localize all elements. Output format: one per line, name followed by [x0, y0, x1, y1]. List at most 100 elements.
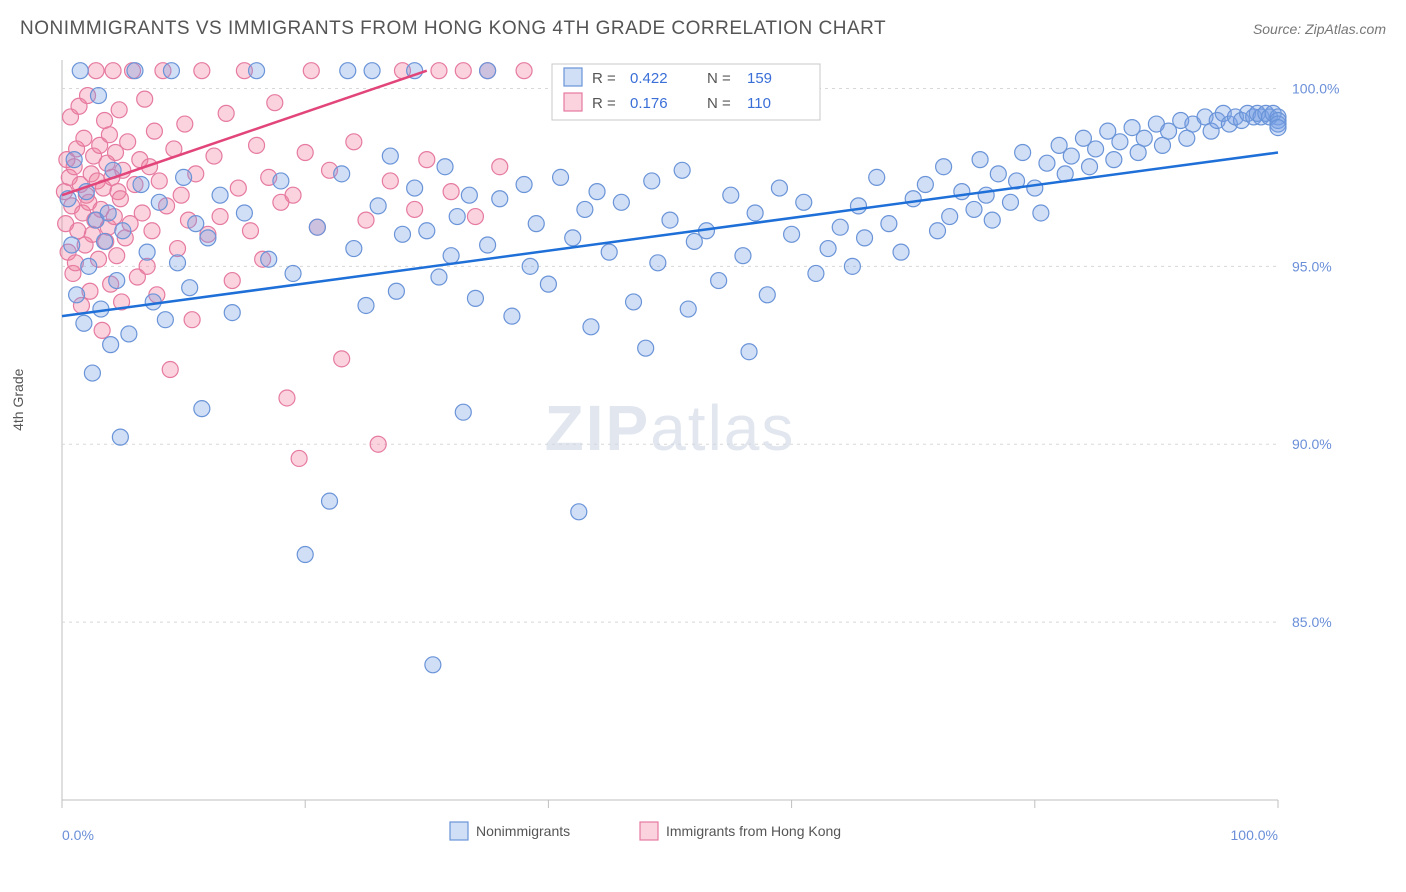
data-point: [407, 180, 423, 196]
y-tick-label: 90.0%: [1292, 436, 1332, 452]
series-legend-swatch: [450, 822, 468, 840]
data-point: [76, 130, 92, 146]
data-point: [796, 194, 812, 210]
chart-title: NONIMMIGRANTS VS IMMIGRANTS FROM HONG KO…: [20, 18, 886, 40]
data-point: [881, 216, 897, 232]
data-point: [1154, 137, 1170, 153]
data-point: [346, 241, 362, 257]
data-point: [170, 255, 186, 271]
data-point: [419, 223, 435, 239]
data-point: [230, 180, 246, 196]
data-point: [990, 166, 1006, 182]
source-name: ZipAtlas.com: [1305, 21, 1386, 37]
data-point: [340, 63, 356, 79]
data-point: [832, 219, 848, 235]
data-point: [103, 337, 119, 353]
data-point: [966, 201, 982, 217]
data-point: [236, 205, 252, 221]
data-point: [516, 177, 532, 193]
data-point: [771, 180, 787, 196]
data-point: [1179, 130, 1195, 146]
data-point: [224, 273, 240, 289]
data-point: [936, 159, 952, 175]
data-point: [84, 365, 100, 381]
data-point: [1063, 148, 1079, 164]
data-point: [285, 187, 301, 203]
data-point: [163, 63, 179, 79]
data-point: [218, 105, 234, 121]
data-point: [480, 237, 496, 253]
legend-r-label: R =: [592, 95, 616, 112]
data-point: [249, 63, 265, 79]
legend-swatch: [564, 93, 582, 111]
data-point: [431, 269, 447, 285]
data-point: [206, 148, 222, 164]
data-point: [69, 287, 85, 303]
data-point: [844, 258, 860, 274]
data-point: [139, 258, 155, 274]
legend-r-label: R =: [592, 70, 616, 87]
data-point: [601, 244, 617, 260]
data-point: [711, 273, 727, 289]
data-point: [242, 223, 258, 239]
data-point: [425, 657, 441, 673]
data-point: [954, 184, 970, 200]
legend-n-label: N =: [707, 95, 731, 112]
data-point: [407, 201, 423, 217]
data-point: [644, 173, 660, 189]
data-point: [139, 244, 155, 260]
data-point: [455, 404, 471, 420]
data-point: [893, 244, 909, 260]
data-point: [461, 187, 477, 203]
data-point: [170, 241, 186, 257]
data-point: [382, 148, 398, 164]
y-tick-label: 100.0%: [1292, 80, 1339, 96]
legend-r-value: 0.176: [630, 95, 668, 112]
data-point: [184, 312, 200, 328]
data-point: [101, 127, 117, 143]
data-point: [212, 209, 228, 225]
data-point: [358, 297, 374, 313]
data-point: [134, 205, 150, 221]
data-point: [1015, 145, 1031, 161]
data-point: [522, 258, 538, 274]
series-nonimmigrants: [60, 63, 1286, 673]
data-point: [273, 173, 289, 189]
data-point: [741, 344, 757, 360]
source-attribution: Source: ZipAtlas.com: [1253, 21, 1386, 37]
data-point: [492, 191, 508, 207]
data-point: [297, 145, 313, 161]
data-point: [100, 205, 116, 221]
data-point: [121, 326, 137, 342]
source-prefix: Source:: [1253, 21, 1305, 37]
data-point: [589, 184, 605, 200]
y-tick-label: 85.0%: [1292, 614, 1332, 630]
data-point: [747, 205, 763, 221]
data-point: [1027, 180, 1043, 196]
data-point: [285, 265, 301, 281]
data-point: [81, 258, 97, 274]
data-point: [90, 88, 106, 104]
data-point: [650, 255, 666, 271]
data-point: [109, 273, 125, 289]
header: NONIMMIGRANTS VS IMMIGRANTS FROM HONG KO…: [20, 18, 1386, 40]
data-point: [64, 237, 80, 253]
y-tick-label: 95.0%: [1292, 258, 1332, 274]
data-point: [112, 429, 128, 445]
data-point: [869, 169, 885, 185]
data-point: [279, 390, 295, 406]
scatter-chart: 85.0%90.0%95.0%100.0%0.0%100.0%ZIPatlasR…: [20, 52, 1346, 842]
data-point: [291, 450, 307, 466]
data-point: [808, 265, 824, 281]
data-point: [105, 63, 121, 79]
data-point: [571, 504, 587, 520]
data-point: [480, 63, 496, 79]
data-point: [1039, 155, 1055, 171]
data-point: [857, 230, 873, 246]
series-legend-label: Nonimmigrants: [476, 823, 570, 839]
data-point: [151, 173, 167, 189]
data-point: [540, 276, 556, 292]
data-point: [267, 95, 283, 111]
data-point: [1112, 134, 1128, 150]
data-point: [109, 248, 125, 264]
